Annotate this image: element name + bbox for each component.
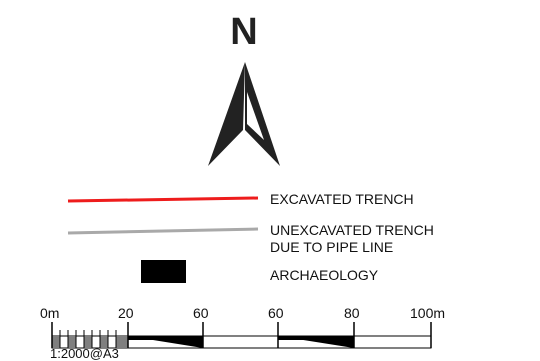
legend-label-excavated-trench: EXCAVATED TRENCH bbox=[270, 191, 414, 207]
scale-bar-segment-3 bbox=[277, 335, 355, 349]
legend-label-archaeology: ARCHAEOLOGY bbox=[270, 267, 379, 283]
red-line-icon bbox=[67, 196, 259, 203]
black-rectangle-icon bbox=[141, 260, 186, 283]
scale-tick-label-4: 80 bbox=[344, 305, 360, 321]
legend-label-unexcavated-trench-line2: DUE TO PIPE LINE bbox=[270, 239, 394, 255]
scale-tick-label-0: 0m bbox=[40, 305, 60, 321]
north-label: N bbox=[230, 11, 258, 53]
scale-bar-segment-2 bbox=[202, 335, 279, 349]
north-arrow-icon bbox=[208, 62, 280, 166]
grey-line-icon bbox=[67, 227, 259, 235]
scale-bar-segment-1 bbox=[127, 335, 204, 349]
legend-label-unexcavated-trench: UNEXCAVATED TRENCH bbox=[270, 222, 434, 238]
scale-bar bbox=[51, 322, 432, 349]
scale-tick-label-5: 100m bbox=[410, 305, 446, 321]
scale-tick-label-1: 20 bbox=[118, 305, 134, 321]
scale-bar-segment-4 bbox=[353, 335, 432, 349]
scale-bar-subdivisions bbox=[51, 330, 129, 349]
scale-ratio-text: 1:2000@A3 bbox=[50, 346, 119, 361]
scale-tick-label-3: 60 bbox=[268, 305, 284, 321]
scale-tick-label-2: 60 bbox=[193, 305, 209, 321]
